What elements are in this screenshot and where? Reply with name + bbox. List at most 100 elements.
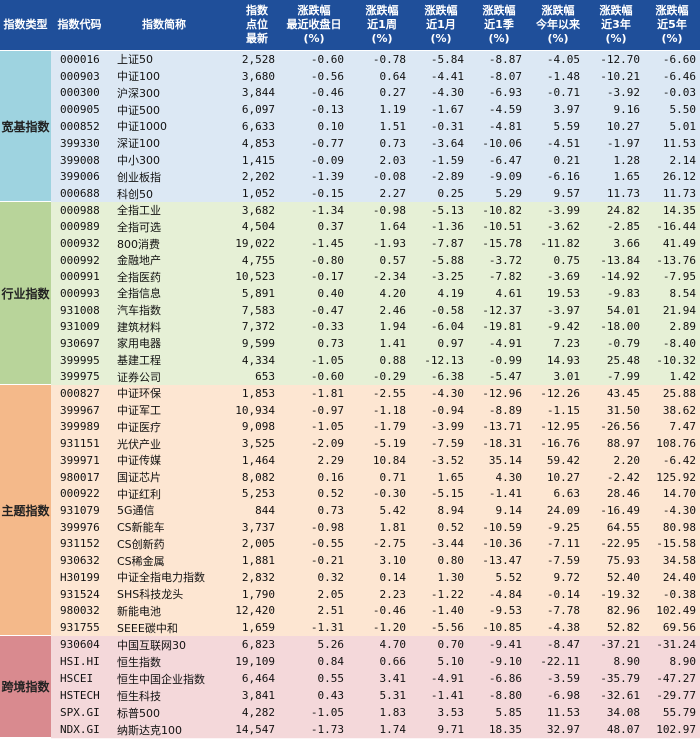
cell-q: 18.35 [488,723,522,736]
header-text: 涨跌幅 [655,4,689,17]
cell-y3: 31.50 [606,403,640,417]
cell-y5: 14.70 [662,487,696,501]
cell-w: 1.64 [379,220,407,234]
table-row: 930697 家用电器 9,599 0.73 1.41 0.97 -4.91 7.23 -0.7… [51,335,700,353]
cell-y5: -6.42 [662,453,696,467]
cell-w: 4.70 [379,638,407,651]
header-text: (%) [605,32,627,45]
cell-y5: 5.50 [669,103,697,117]
cell-y5: -13.76 [656,253,696,267]
cell-d: -0.15 [310,187,344,201]
cell-code: 000991 [60,270,100,284]
cell-m: 1.65 [437,470,465,484]
cell-d: -1.34 [310,203,344,217]
cell-q: -12.96 [482,386,522,400]
header-change-5y: 涨跌幅 近5年 (%) [644,0,700,50]
cell-y5: 80.98 [662,520,696,534]
cell-y5: 2.89 [669,320,697,334]
cell-w: 1.74 [379,723,407,736]
cell-y3: -19.32 [600,587,640,601]
cell-w: 1.19 [379,103,407,117]
cell-m: -3.99 [430,420,464,434]
cell-q: -19.81 [482,320,522,334]
cell-m: -4.41 [430,69,464,83]
cell-q: 9.14 [495,503,523,517]
cell-ytd: -1.15 [546,403,580,417]
cell-w: 3.41 [379,672,407,685]
cell-y3: 54.01 [606,303,640,317]
cell-q: -6.93 [488,86,522,100]
cell-point: 19,022 [235,237,275,251]
cell-y3: -16.49 [600,503,640,517]
cell-ytd: 10.27 [546,470,580,484]
table-row: 000922 中证红利 5,253 0.52 -0.30 -5.15 -1.41 6.63 28… [51,485,700,504]
cell-point: 1,881 [241,554,275,568]
cell-point: 8,082 [241,470,275,484]
cell-name: 金融地产 [117,254,161,268]
cell-q: -3.72 [488,253,522,267]
header-text: 最近收盘日 [286,18,342,31]
cell-m: 5.10 [437,655,465,668]
cell-point: 5,891 [241,286,275,300]
table-row: 000989 全指可选 4,504 0.37 1.64 -1.36 -10.51 -3.62 -… [51,218,700,237]
cell-y3: 11.73 [606,187,640,201]
cell-y3: -1.97 [606,136,640,150]
cell-q: -10.51 [482,220,522,234]
cell-point: 2,005 [241,537,275,551]
cell-m: -1.67 [430,103,464,117]
cell-ytd: -12.26 [540,386,580,400]
cell-q: -8.80 [488,689,522,702]
cell-w: -0.30 [372,487,406,501]
cell-ytd: -12.95 [540,420,580,434]
table-row: HSI.HI 恒生指数 19,109 0.84 0.66 5.10 -9.10 -22.11 8… [51,653,700,671]
table-row: 000300 沪深300 3,844 -0.46 0.27 -4.30 -6.93 -0.71… [51,84,700,103]
cell-name: 全指信息 [117,287,161,301]
cell-q: -8.07 [488,69,522,83]
cell-code: 000852 [60,119,100,133]
cell-ytd: 3.97 [553,103,581,117]
cell-ytd: 5.59 [553,119,581,133]
table-row: 399975 证券公司 653 -0.60 -0.29 -6.38 -5.47 3.01 -7.… [51,368,700,386]
cell-w: 0.64 [379,69,407,83]
cell-y5: -15.58 [656,537,696,551]
cell-y3: 82.96 [606,604,640,618]
header-index-name: 指数简称 [108,0,220,50]
cell-m: 9.71 [437,723,465,736]
cell-point: 3,844 [241,86,275,100]
cell-code: 399330 [60,136,100,150]
cell-name: 中证500 [117,103,160,117]
cell-q: -5.47 [488,370,522,384]
cell-m: -4.91 [430,672,464,685]
cell-name: 全指医药 [117,270,161,284]
cell-d: -0.80 [310,253,344,267]
cell-name: 800消费 [117,237,160,251]
cell-d: -0.33 [310,320,344,334]
cell-y5: -4.30 [662,503,696,517]
table-row: HSCEI 恒生中国企业指数 6,464 0.55 3.41 -4.91 -6.86 -3.5… [51,670,700,688]
cell-d: 0.37 [317,220,345,234]
cell-name: 中证红利 [117,487,161,501]
cell-y3: -18.00 [600,320,640,334]
cell-ytd: 9.72 [553,570,581,584]
header-change-ytd: 涨跌幅 今年以来 (%) [528,0,588,50]
cell-code: H30199 [60,570,100,584]
cell-q: -15.78 [482,237,522,251]
cell-w: -5.19 [372,437,406,451]
cell-ytd: -3.99 [546,203,580,217]
header-text: 近1季 [484,18,514,31]
cell-d: -1.81 [310,386,344,400]
cell-q: -4.84 [488,587,522,601]
cell-name: 中证军工 [117,404,161,418]
cell-q: 4.61 [495,286,523,300]
cell-ytd: 32.97 [546,723,580,736]
table-row: 930604 中国互联网30 6,823 5.26 4.70 0.70 -9.41 -8.47… [51,636,700,654]
cell-w: 0.73 [379,136,407,150]
cell-ytd: -22.11 [540,655,580,668]
cell-w: -0.46 [372,604,406,618]
cell-name: CS创新药 [117,537,165,551]
cell-w: 2.27 [379,187,407,201]
cell-y5: -31.24 [656,638,696,651]
cell-w: 2.23 [379,587,407,601]
cell-m: 0.25 [437,187,465,201]
cell-w: 2.03 [379,153,407,167]
